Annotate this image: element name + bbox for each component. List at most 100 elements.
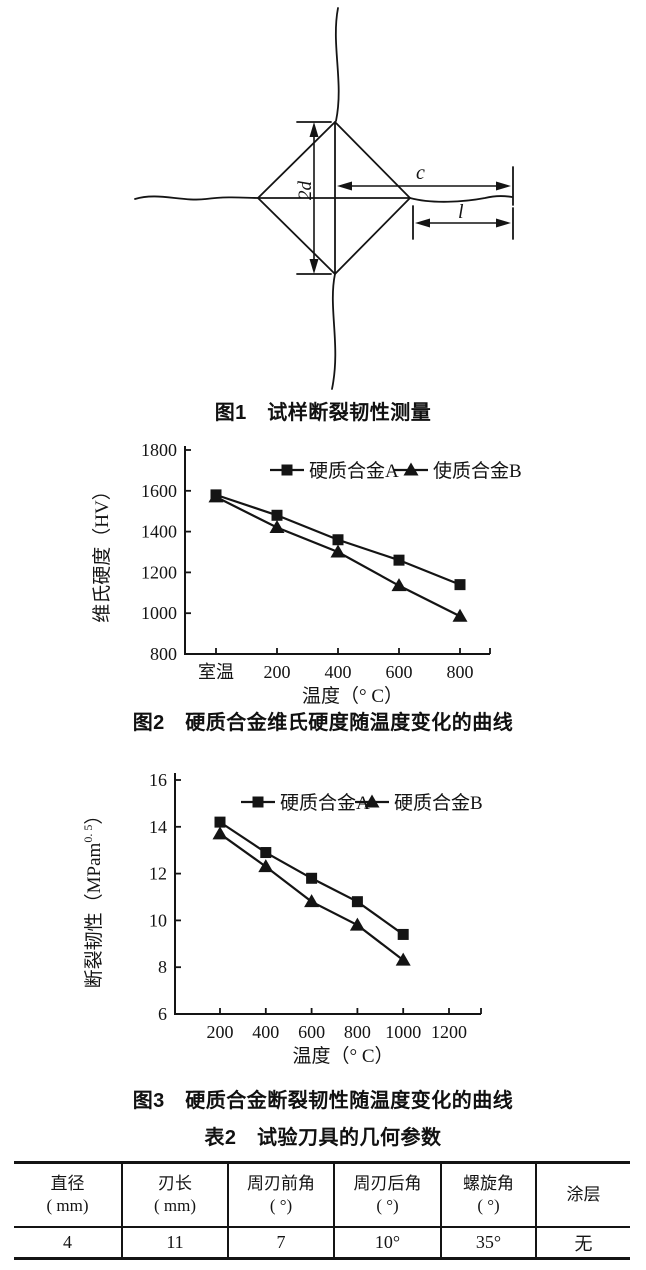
- label-l: l: [458, 201, 464, 223]
- marker-triangle: [391, 578, 407, 592]
- header-unit: ( °): [376, 1196, 399, 1215]
- label-c: c: [416, 162, 425, 184]
- x-tick-label: 600: [298, 1022, 325, 1042]
- header-helix-angle: 螺旋角 ( °): [442, 1164, 537, 1226]
- marker-square: [281, 464, 293, 476]
- header-text: 周刃后角: [353, 1173, 422, 1193]
- marker-triangle: [212, 826, 228, 840]
- header-clearance-angle: 周刃后角 ( °): [335, 1164, 442, 1226]
- header-text: 直径: [50, 1173, 85, 1193]
- x-tick-label: 200: [264, 662, 291, 682]
- marker-square: [454, 579, 466, 591]
- table-header-row: 直径 ( mm) 刃长 ( mm) 周刃前角 ( °) 周刃后角 ( °) 螺旋…: [14, 1164, 630, 1228]
- x-axis-title: 温度（° C）: [302, 685, 403, 704]
- arrowhead-c-left: [337, 181, 352, 191]
- legend-label: 硬质合金A: [309, 460, 399, 482]
- y-tick-label: 1000: [141, 603, 177, 623]
- header-coating: 涂层: [537, 1164, 630, 1226]
- figure1-caption: 图1 试样断裂韧性测量: [214, 402, 432, 424]
- cell-helix-angle: 35°: [442, 1228, 537, 1257]
- cell-rake-angle: 7: [229, 1228, 335, 1257]
- header-unit: ( mm): [46, 1196, 89, 1215]
- header-unit: ( °): [477, 1196, 500, 1215]
- marker-triangle: [452, 608, 468, 622]
- header-text: 涂层: [566, 1184, 601, 1204]
- fig3-toughness-chart: 6 8 10 12 14 16 200 400 600 800 1000 1200 硬质合金A 硬质合金B…: [81, 770, 483, 1067]
- x-tick-label: 800: [447, 662, 474, 682]
- x-tick-label: 400: [325, 662, 352, 682]
- marker-triangle: [258, 859, 274, 873]
- y-tick-label: 6: [158, 1004, 167, 1024]
- marker-square: [260, 847, 272, 859]
- marker-triangle: [395, 952, 411, 966]
- marker-triangle: [364, 794, 380, 808]
- y-tick-label: 12: [149, 864, 167, 884]
- y-tick-label: 1400: [141, 522, 177, 542]
- header-rake-angle: 周刃前角 ( °): [229, 1164, 335, 1226]
- header-diameter: 直径 ( mm): [14, 1164, 123, 1226]
- marker-square: [306, 872, 318, 884]
- x-tick-label: 400: [252, 1022, 279, 1042]
- cell-edge-length: 11: [123, 1228, 229, 1257]
- y-tick-label: 14: [149, 817, 167, 837]
- arrowhead-l-left: [415, 218, 430, 228]
- arrowhead-2d-up: [309, 122, 319, 137]
- crack-left: [134, 195, 259, 201]
- marker-square: [271, 509, 283, 521]
- x-tick-label: 200: [207, 1022, 234, 1042]
- y-tick-label: 10: [149, 910, 167, 930]
- arrowhead-l-right: [496, 218, 511, 228]
- y-axis-title: 断裂韧性（MPam0. 5）: [81, 806, 105, 989]
- header-edge-length: 刃长 ( mm): [123, 1164, 229, 1226]
- header-text: 螺旋角: [463, 1173, 514, 1193]
- cell-diameter: 4: [14, 1228, 123, 1257]
- cell-coating: 无: [574, 1233, 593, 1254]
- marker-triangle: [269, 520, 285, 534]
- tool-geometry-table: 直径 ( mm) 刃长 ( mm) 周刃前角 ( °) 周刃后角 ( °) 螺旋…: [14, 1161, 630, 1260]
- y-axis-title: 维氏硬度（HV）: [91, 481, 113, 622]
- legend-label: 硬质合金B: [394, 792, 483, 814]
- marker-square: [252, 796, 264, 808]
- header-unit: ( °): [269, 1196, 293, 1215]
- header-text: 周刃前角: [247, 1173, 315, 1193]
- fig1-indentation-diagram: 2d c l: [134, 7, 514, 390]
- fig2-hardness-chart: 800 1000 1200 1400 1600 1800 室温 200 400 600 800 硬质合…: [91, 440, 522, 704]
- table2-caption: 表2 试验刀具的几何参数: [204, 1127, 442, 1149]
- arrowhead-2d-down: [309, 259, 319, 274]
- y-tick-label: 1600: [141, 481, 177, 501]
- y-tick-label: 16: [149, 770, 167, 790]
- x-tick-label: 1200: [431, 1022, 467, 1042]
- crack-right: [409, 195, 513, 203]
- marker-triangle: [403, 462, 419, 476]
- figure3-caption: 图3 硬质合金断裂韧性随温度变化的曲线: [132, 1090, 514, 1112]
- arrowhead-c-right: [496, 181, 511, 191]
- x-tick-label: 1000: [385, 1022, 421, 1042]
- marker-triangle: [208, 489, 224, 503]
- marker-triangle: [304, 894, 320, 908]
- marker-triangle: [330, 544, 346, 558]
- y-tick-label: 1800: [141, 440, 177, 460]
- x-axis-title: 温度（° C）: [292, 1045, 393, 1067]
- marker-square: [397, 928, 409, 940]
- x-tick-label: 室温: [198, 662, 234, 682]
- crack-bottom: [331, 273, 337, 390]
- marker-square: [214, 816, 226, 828]
- marker-square: [332, 534, 344, 546]
- x-tick-label: 800: [344, 1022, 371, 1042]
- marker-square: [351, 896, 363, 908]
- y-tick-label: 8: [158, 957, 167, 977]
- figure2-caption: 图2 硬质合金维氏硬度随温度变化的曲线: [132, 712, 514, 734]
- legend-label: 使质合金B: [433, 460, 522, 482]
- table-data-row: 4 11 7 10° 35° 无: [14, 1228, 630, 1257]
- x-tick-label: 600: [386, 662, 413, 682]
- cell-clearance-angle: 10°: [335, 1228, 442, 1257]
- header-unit: ( mm): [153, 1196, 197, 1215]
- header-text: 刃长: [158, 1173, 192, 1193]
- y-tick-label: 1200: [141, 562, 177, 582]
- marker-square: [393, 554, 405, 566]
- legend-label: 硬质合金A: [280, 792, 370, 814]
- crack-top: [335, 7, 340, 122]
- y-tick-label: 800: [150, 644, 177, 664]
- label-2d: 2d: [295, 181, 316, 201]
